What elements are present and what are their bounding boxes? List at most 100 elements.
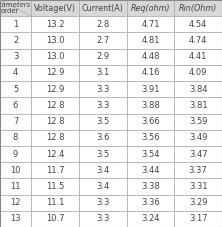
- Text: 4.16: 4.16: [141, 69, 160, 77]
- Text: 12.8: 12.8: [46, 101, 64, 110]
- Bar: [0, 130, 31, 146]
- Bar: [127, 195, 174, 211]
- Text: 3.49: 3.49: [189, 133, 207, 142]
- Bar: [174, 114, 222, 130]
- Bar: [127, 65, 174, 81]
- Text: 3.56: 3.56: [141, 133, 160, 142]
- Bar: [127, 0, 174, 16]
- Bar: [127, 32, 174, 49]
- Text: Parameters: Parameters: [0, 2, 31, 8]
- Text: 3: 3: [13, 52, 18, 61]
- Bar: [174, 81, 222, 97]
- Text: Req(ohm): Req(ohm): [131, 4, 170, 13]
- Bar: [31, 178, 79, 195]
- Text: 3.17: 3.17: [189, 214, 207, 223]
- Bar: [79, 162, 127, 178]
- Text: 3.4: 3.4: [96, 182, 109, 191]
- Bar: [0, 146, 31, 162]
- Text: 10.7: 10.7: [46, 214, 64, 223]
- Bar: [31, 162, 79, 178]
- Text: Rin(Ohm): Rin(Ohm): [179, 4, 217, 13]
- Text: 12: 12: [10, 198, 21, 207]
- Bar: [127, 81, 174, 97]
- Text: 11.7: 11.7: [46, 166, 64, 175]
- Bar: [0, 114, 31, 130]
- Text: 3.36: 3.36: [141, 198, 160, 207]
- Text: 2.8: 2.8: [96, 20, 109, 29]
- Text: 3.81: 3.81: [189, 101, 207, 110]
- Text: 3.29: 3.29: [189, 198, 207, 207]
- Text: 11.5: 11.5: [46, 182, 64, 191]
- Text: 13.2: 13.2: [46, 20, 64, 29]
- Text: Voltage(V): Voltage(V): [34, 4, 76, 13]
- Text: 1: 1: [13, 20, 18, 29]
- Bar: [31, 32, 79, 49]
- Bar: [31, 130, 79, 146]
- Text: 3.3: 3.3: [96, 85, 109, 94]
- Bar: [174, 16, 222, 32]
- Bar: [31, 114, 79, 130]
- Text: 5: 5: [13, 85, 18, 94]
- Text: 3.84: 3.84: [189, 85, 207, 94]
- Text: 3.37: 3.37: [189, 166, 208, 175]
- Bar: [0, 65, 31, 81]
- Bar: [0, 32, 31, 49]
- Bar: [174, 49, 222, 65]
- Bar: [127, 97, 174, 114]
- Bar: [174, 97, 222, 114]
- Text: 3.3: 3.3: [96, 101, 109, 110]
- Text: 3.47: 3.47: [189, 150, 207, 158]
- Bar: [79, 81, 127, 97]
- Text: 2: 2: [13, 36, 18, 45]
- Text: Rin(Ohm): Rin(Ohm): [0, 226, 1, 227]
- Text: 4.41: 4.41: [189, 52, 207, 61]
- Bar: [31, 146, 79, 162]
- Text: 7: 7: [13, 117, 18, 126]
- Bar: [79, 130, 127, 146]
- Text: 11: 11: [10, 182, 21, 191]
- Bar: [31, 97, 79, 114]
- Text: 12.8: 12.8: [46, 117, 64, 126]
- Text: 6: 6: [13, 101, 18, 110]
- Text: 8: 8: [13, 133, 18, 142]
- Bar: [174, 0, 222, 16]
- Text: 4.74: 4.74: [189, 36, 207, 45]
- Bar: [79, 97, 127, 114]
- Bar: [127, 178, 174, 195]
- Text: Current(A): Current(A): [82, 4, 124, 13]
- Bar: [79, 32, 127, 49]
- Bar: [174, 162, 222, 178]
- Text: 12.9: 12.9: [46, 85, 64, 94]
- Text: 4.81: 4.81: [141, 36, 160, 45]
- Bar: [174, 146, 222, 162]
- Text: 9: 9: [13, 150, 18, 158]
- Bar: [0, 49, 31, 65]
- Bar: [127, 114, 174, 130]
- Bar: [31, 0, 79, 16]
- Bar: [127, 49, 174, 65]
- Bar: [0, 211, 31, 227]
- Bar: [127, 16, 174, 32]
- Text: 12.4: 12.4: [46, 150, 64, 158]
- Text: 13.0: 13.0: [46, 36, 64, 45]
- Bar: [79, 49, 127, 65]
- Bar: [31, 211, 79, 227]
- Text: order: order: [0, 8, 19, 14]
- Bar: [31, 16, 79, 32]
- Bar: [79, 211, 127, 227]
- Text: 3.3: 3.3: [96, 214, 109, 223]
- Bar: [127, 130, 174, 146]
- Bar: [174, 178, 222, 195]
- Text: 3.4: 3.4: [96, 166, 109, 175]
- Bar: [174, 65, 222, 81]
- Bar: [31, 195, 79, 211]
- Bar: [174, 130, 222, 146]
- Text: 10: 10: [10, 166, 21, 175]
- Text: 3.1: 3.1: [96, 69, 109, 77]
- Text: 13: 13: [10, 214, 21, 223]
- Bar: [0, 178, 31, 195]
- Text: 3.66: 3.66: [141, 117, 160, 126]
- Text: 3.5: 3.5: [96, 117, 109, 126]
- Bar: [79, 178, 127, 195]
- Bar: [31, 65, 79, 81]
